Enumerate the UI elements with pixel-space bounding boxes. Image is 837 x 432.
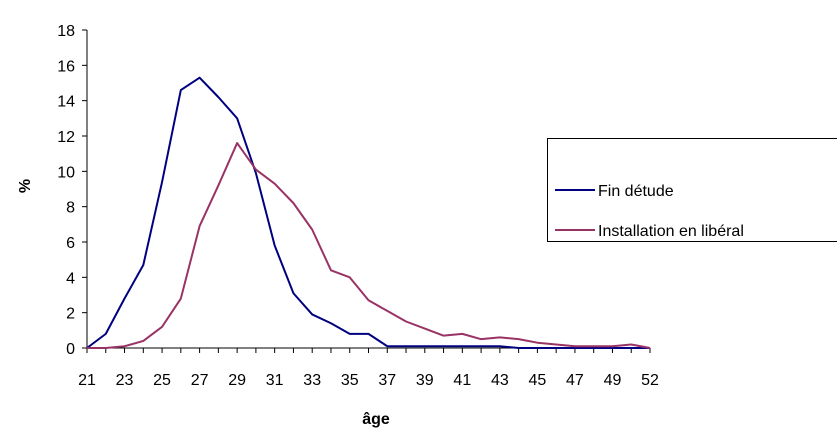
- x-tick-label: 25: [153, 372, 171, 389]
- y-axis-ticks: 0 2 4 6 8 10 12 14 16 18: [57, 23, 87, 358]
- legend: Fin détude Installation en libéral: [547, 138, 837, 242]
- y-tick-label: 2: [66, 306, 75, 323]
- x-tick-label: 49: [604, 372, 622, 389]
- legend-label-installation-en-liberal: Installation en libéral: [598, 223, 744, 240]
- y-tick-label: 18: [57, 23, 75, 40]
- series-line-1: [87, 142, 651, 349]
- x-tick-label: 27: [191, 372, 209, 389]
- series-lines: [86, 76, 651, 349]
- y-tick-label: 12: [57, 129, 75, 146]
- y-tick-label: 10: [57, 164, 75, 181]
- x-axis-title: âge: [362, 411, 390, 428]
- x-tick-label: 52: [641, 372, 659, 389]
- x-tick-label: 35: [341, 372, 359, 389]
- x-tick-label: 41: [453, 372, 471, 389]
- x-tick-label: 31: [266, 372, 284, 389]
- x-tick-label: 23: [116, 372, 134, 389]
- x-tick-label: 37: [378, 372, 396, 389]
- y-tick-label: 8: [66, 200, 75, 217]
- y-tick-label: 0: [66, 341, 75, 358]
- y-tick-label: 6: [66, 235, 75, 252]
- y-tick-label: 14: [57, 94, 75, 111]
- x-tick-label: 21: [78, 372, 96, 389]
- legend-label-fin-detude: Fin détude: [598, 183, 674, 200]
- x-tick-label: 47: [566, 372, 584, 389]
- x-tick-label: 43: [491, 372, 509, 389]
- x-tick-label: 45: [529, 372, 547, 389]
- y-axis-title: %: [17, 179, 34, 193]
- legend-box: [547, 138, 837, 242]
- y-tick-label: 4: [66, 270, 75, 287]
- x-tick-label: 33: [303, 372, 321, 389]
- x-tick-label: 29: [228, 372, 246, 389]
- series-line-0: [86, 76, 650, 349]
- y-tick-label: 16: [57, 58, 75, 75]
- x-tick-label: 39: [416, 372, 434, 389]
- x-axis-ticks: 21 23 25 27 29 31 33 35 37 39 41 43 45 47 49 52: [78, 348, 659, 389]
